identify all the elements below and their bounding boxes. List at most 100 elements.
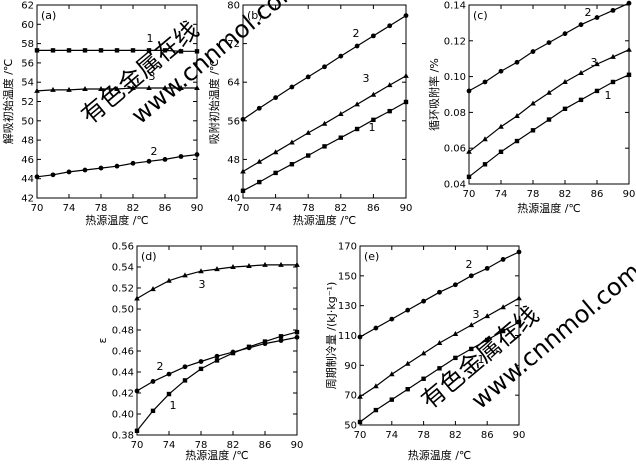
panel-c-ytick-label: 0.08 [444, 108, 466, 119]
panel-c-xtick-label: 86 [591, 189, 604, 200]
panel-d-series-2-point [150, 379, 156, 384]
panel-a-series-1-point [50, 48, 56, 53]
panel-a-series-1-point [98, 48, 104, 53]
panel-e-xlabel: 热源温度 /℃ [408, 448, 472, 462]
panel-c-series-2-point [466, 88, 472, 94]
panel-e-series-1-point [469, 346, 474, 352]
panel-e-series-3: 3 [357, 295, 522, 399]
panel-d-series-1-point [134, 428, 140, 433]
panel-c-series-3-point [578, 70, 584, 75]
panel-c-ytick-label: 0.12 [444, 36, 466, 47]
panel-a-series-3-point [130, 85, 136, 90]
panel-e-series-3-point [516, 295, 522, 301]
panel-c-series-1-point [498, 149, 504, 154]
panel-e-ytick-label: 110 [338, 331, 357, 342]
panel-e-series-1-point [389, 397, 394, 402]
panel-e-xtick-label: 90 [513, 430, 526, 441]
panel-d-series-1-point [150, 408, 156, 414]
panel-d-series-3-point [246, 263, 252, 268]
panel-c-series-1-point [466, 174, 472, 180]
panel-c-series-2-point [514, 59, 520, 65]
panel-b-ytick-label: 64 [227, 78, 240, 89]
panel-e-ytick-label: 70 [344, 391, 357, 402]
panel-b-ylabel: 吸附初始温度 /℃ [207, 59, 221, 145]
panel-a-ylabel: 解吸初始温度 /℃ [1, 59, 15, 145]
panel-b-xtick-label: 82 [334, 203, 347, 214]
panel-d-xlabel: 热源温度 /℃ [185, 448, 249, 462]
panel-c-series-3: 3 [466, 46, 632, 154]
panel-c-series-3-point [594, 61, 600, 67]
panel-a-ytick-label: 52 [21, 97, 34, 108]
panel-e-series-1-point [421, 376, 426, 381]
panel-c-series-3-point [498, 123, 504, 129]
panel-c-series-1-label: 1 [605, 89, 612, 102]
panel-e-xtick-label: 78 [417, 430, 430, 441]
panel-c-series-2-line [468, 2, 630, 92]
panel-b-series-3-point [256, 158, 263, 164]
panel-d-ytick-label: 0.44 [112, 368, 134, 379]
panel-e-series-1: 1 [357, 319, 522, 425]
panel-b-series-2-point [273, 95, 278, 101]
panel-b-series-1-point [371, 117, 376, 123]
panel-a-series-1-point [162, 48, 168, 53]
panel-a-series-2-point [194, 152, 200, 157]
panel-e-series-1-point [373, 407, 379, 413]
panel-b-xtick-label: 70 [237, 203, 250, 214]
panel-c-series-1-point [562, 106, 568, 112]
panel-e-series-2-label: 2 [466, 258, 473, 271]
panel-b-series-2-point [289, 84, 295, 90]
panel-d-xtick-label: 90 [291, 440, 304, 451]
panel-a-xtick-label: 70 [31, 203, 44, 214]
panel-e-series-3-point [420, 350, 427, 356]
panel-a-ytick-label: 50 [21, 116, 34, 127]
panel-e-series-2-point [389, 316, 395, 322]
panel-d-series-3-point [150, 286, 156, 292]
panel-e-series-2-point [437, 289, 442, 295]
panel-c-series-1-point [578, 97, 584, 103]
panel-b-series-1-label: 1 [369, 121, 376, 134]
panel-c-series-3-point [514, 113, 520, 118]
panel-d-series-1-point [294, 329, 300, 335]
panel-c-xtick-label: 78 [527, 189, 540, 200]
panel-a-series-2-point [146, 158, 152, 164]
panel-a-series-2-point [162, 157, 168, 162]
panel-e-series-3-label: 3 [473, 308, 480, 321]
panel-e-series-3-point [484, 313, 490, 319]
panel-a-series-1-point [146, 48, 152, 53]
panel-d-ytick-label: 0.56 [112, 242, 134, 253]
panel-d-series-1-line [136, 331, 298, 432]
panel-b-series-1-point [338, 135, 343, 140]
panel-d-ytick-label: 0.54 [112, 263, 134, 274]
panel-c-xtick-label: 82 [559, 189, 572, 200]
panel-b-ytick-label: 56 [227, 116, 240, 127]
panel-b-series-2: 2 [240, 13, 409, 122]
panel-a-series-2-point [178, 154, 184, 159]
panel-d-series-2: 2 [134, 334, 300, 394]
panel-e-series-3-point [452, 331, 459, 336]
panel-d-series-1-label: 1 [170, 399, 177, 412]
panel-b-series-3-point [354, 101, 360, 107]
panel-b-frame [242, 4, 407, 199]
panel-a-ytick-label: 44 [21, 174, 34, 185]
panel-a-ytick-label: 48 [21, 136, 34, 147]
panel-d-ylabel: ε [96, 337, 109, 343]
panel-e-series-1-point [437, 366, 442, 371]
panel-b-series-3-point [289, 139, 295, 145]
panel-d-series-1-point [246, 344, 252, 349]
panel-e-series-3-point [500, 304, 506, 310]
panel-a-series-2-point [98, 165, 104, 171]
panel-e-series-2-point [468, 273, 474, 279]
panel-b-series-3-point [321, 120, 328, 126]
panel-c-frame [468, 4, 630, 185]
panel-a-ytick-label: 58 [21, 39, 34, 50]
panel-c-series-1-point [482, 162, 488, 167]
panel-b-series-2-point [322, 64, 327, 70]
panel-b-series-3-point [240, 168, 246, 174]
panel-a-series-2-point [130, 160, 136, 166]
panel-c-series-2-point [546, 40, 552, 45]
panel-b-series-1-point [387, 108, 392, 114]
panel-a-xtick-label: 78 [95, 203, 108, 214]
panel-b-series-1-point [257, 179, 262, 185]
